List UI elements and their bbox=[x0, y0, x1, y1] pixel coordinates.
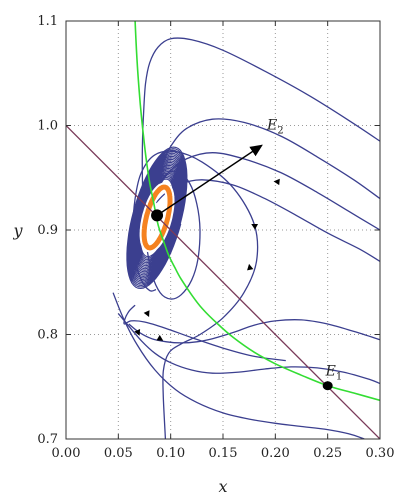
x-tick-label: 0.15 bbox=[209, 446, 238, 461]
equilibrium-point-e2 bbox=[151, 209, 164, 222]
axis-ticks: 0.00 0.05 0.10 0.15 0.20 0.25 0.30 0.7 0.8 0.9 1.0… bbox=[37, 14, 394, 461]
x-tick-label: 0.10 bbox=[156, 446, 185, 461]
trajectory-line bbox=[160, 118, 380, 200]
limit-cycle bbox=[141, 184, 173, 251]
equilibrium-point-e1 bbox=[322, 381, 333, 391]
y-tick-label: 1.1 bbox=[37, 14, 58, 29]
x-tick-label: 0.00 bbox=[52, 446, 81, 461]
x-tick-label: 0.30 bbox=[366, 446, 395, 461]
direction-arrow bbox=[156, 334, 164, 341]
x-tick-label: 0.20 bbox=[261, 446, 290, 461]
spiral-trajectory bbox=[126, 146, 188, 290]
trajectory-line bbox=[128, 319, 380, 344]
trajectory-line bbox=[157, 152, 380, 231]
direction-arrow bbox=[273, 178, 280, 186]
green-nullcline bbox=[134, 21, 380, 402]
x-tick-label: 0.25 bbox=[313, 446, 342, 461]
y-tick-label: 0.8 bbox=[37, 328, 58, 343]
purple-nullcline bbox=[66, 125, 380, 439]
direction-arrow bbox=[143, 310, 150, 317]
trajectory-line bbox=[117, 313, 380, 385]
e2-annotation-arrow bbox=[156, 144, 263, 216]
direction-arrow bbox=[251, 223, 259, 230]
direction-arrow bbox=[247, 263, 254, 271]
direction-arrow bbox=[134, 329, 141, 336]
y-tick-label: 1.0 bbox=[37, 119, 58, 134]
y-tick-label: 0.9 bbox=[37, 223, 58, 238]
equilibrium-label-e1: E1 bbox=[325, 364, 343, 383]
x-axis-label: x bbox=[218, 477, 227, 496]
trajectory-line bbox=[123, 304, 286, 362]
trajectory-line bbox=[112, 292, 365, 439]
x-tick-label: 0.05 bbox=[104, 446, 133, 461]
y-axis-label: y bbox=[12, 221, 23, 240]
y-tick-label: 0.7 bbox=[37, 432, 58, 447]
